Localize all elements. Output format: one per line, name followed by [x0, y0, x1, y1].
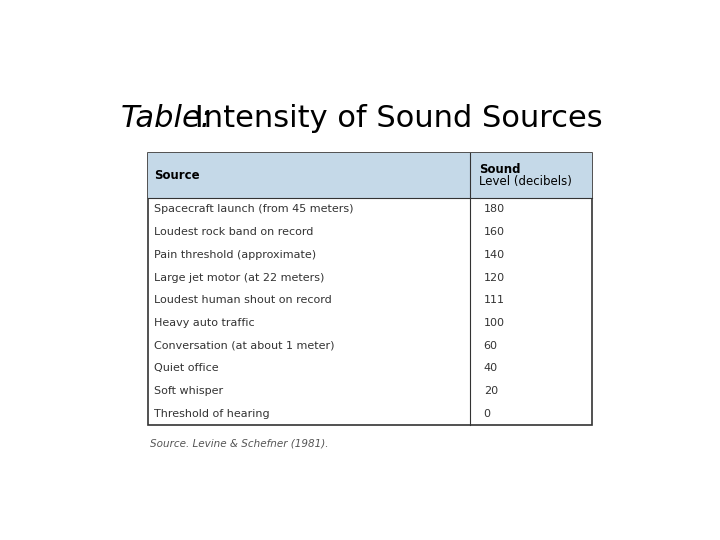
Text: 0: 0 [484, 409, 491, 419]
Text: 160: 160 [484, 227, 505, 237]
Text: Table:: Table: [121, 104, 212, 133]
Text: Threshold of hearing: Threshold of hearing [154, 409, 270, 419]
Text: 180: 180 [484, 204, 505, 214]
Text: Source: Source [154, 169, 200, 182]
Text: Spacecraft launch (from 45 meters): Spacecraft launch (from 45 meters) [154, 204, 354, 214]
Text: 140: 140 [484, 250, 505, 260]
Text: Intensity of Sound Sources: Intensity of Sound Sources [184, 104, 602, 133]
Bar [148, 153, 593, 198]
Text: Soft whisper: Soft whisper [154, 386, 223, 396]
Text: Quiet office: Quiet office [154, 363, 219, 373]
Text: Loudest human shout on record: Loudest human shout on record [154, 295, 332, 305]
Text: 100: 100 [484, 318, 505, 328]
Text: 120: 120 [484, 273, 505, 282]
Text: Sound: Sound [479, 163, 521, 176]
Text: Source. Levine & Schefner (1981).: Source. Levine & Schefner (1981). [150, 438, 328, 448]
Text: 111: 111 [484, 295, 505, 305]
Text: Large jet motor (at 22 meters): Large jet motor (at 22 meters) [154, 273, 325, 282]
Text: Heavy auto traffic: Heavy auto traffic [154, 318, 255, 328]
Bar [148, 153, 593, 425]
Text: 40: 40 [484, 363, 498, 373]
Text: Level (decibels): Level (decibels) [479, 176, 572, 188]
Text: 20: 20 [484, 386, 498, 396]
Text: Pain threshold (approximate): Pain threshold (approximate) [154, 250, 317, 260]
Text: Conversation (at about 1 meter): Conversation (at about 1 meter) [154, 341, 335, 350]
Text: 60: 60 [484, 341, 498, 350]
Text: Loudest rock band on record: Loudest rock band on record [154, 227, 314, 237]
